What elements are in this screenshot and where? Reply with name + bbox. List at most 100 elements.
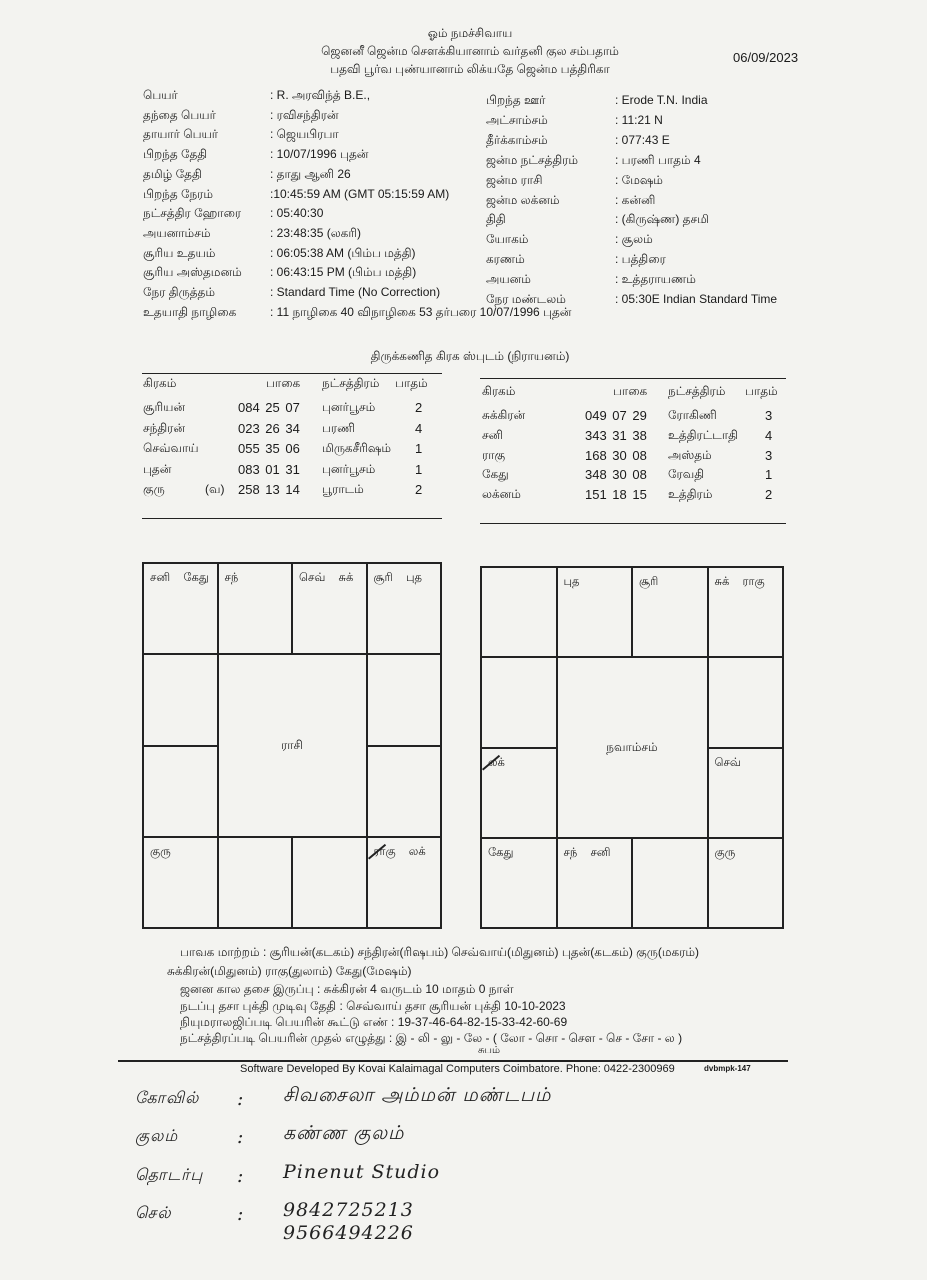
detail-label: அயனாம்சம் bbox=[143, 225, 211, 240]
detail-value: : பத்திரை bbox=[615, 252, 666, 267]
header-invocation: ஓம் நமச்சிவாய bbox=[427, 26, 513, 40]
planet-star: புனர்பூசம் bbox=[322, 400, 376, 414]
planet-name: சந்திரன் bbox=[143, 420, 186, 435]
detail-label: ஜன்ம ராசி bbox=[486, 172, 543, 187]
handwritten-label: செல் bbox=[135, 1203, 172, 1222]
planet-star: உத்திரட்டாதி bbox=[668, 427, 738, 442]
planet-name: குரு bbox=[143, 482, 165, 496]
planet-name: புதன் bbox=[143, 461, 172, 476]
divider bbox=[480, 523, 786, 524]
detail-label: அயனம் bbox=[486, 272, 531, 287]
chart-house: லக் bbox=[481, 747, 557, 838]
planet-star: ரேவதி bbox=[668, 467, 705, 482]
detail-value: : 11 நாழிகை 40 விநாழிகை 53 தர்பரை 10/07/… bbox=[270, 304, 572, 319]
planet-star: உத்திரம் bbox=[668, 487, 713, 502]
table-header: பாதம் bbox=[395, 376, 428, 390]
planet-pada: 2 bbox=[415, 400, 423, 415]
print-date: 06/09/2023 bbox=[733, 50, 799, 65]
detail-value: : R. அரவிந்த் B.E., bbox=[270, 88, 371, 102]
detail-value: : பரணி பாதம் 4 bbox=[615, 152, 701, 167]
detail-value: : Erode T.N. India bbox=[615, 93, 708, 107]
chart-house bbox=[366, 745, 441, 837]
planet-degree: 023 26 34 bbox=[238, 420, 300, 436]
chart-house bbox=[632, 837, 708, 928]
chart-house: சந் சனி bbox=[556, 837, 632, 928]
planet-name: சுக்கிரன் bbox=[482, 408, 526, 422]
colon: : bbox=[237, 1203, 245, 1225]
detail-value: : 23:48:35 (லகரி) bbox=[270, 225, 361, 240]
chart-house: சனி கேது bbox=[143, 563, 218, 655]
software-credit: Software Developed By Kovai Kalaimagal C… bbox=[240, 1063, 675, 1075]
detail-value: : 077:43 E bbox=[615, 132, 670, 147]
navamsa-chart-title: நவாம்சம் bbox=[556, 657, 708, 838]
chart-house: சுக் ராகு bbox=[707, 567, 783, 658]
rasi-chart-title: ராசி bbox=[217, 654, 367, 837]
planet-degree: 055 35 06 bbox=[238, 441, 300, 456]
colon: : bbox=[237, 1165, 245, 1187]
chart-house bbox=[143, 654, 218, 746]
detail-label: நட்சத்திர ஹோரை bbox=[143, 206, 242, 221]
planet-pada: 1 bbox=[415, 441, 423, 456]
retrograde-mark: (வ) bbox=[205, 482, 225, 496]
chart-house: செவ் சுக் bbox=[292, 563, 367, 655]
bhava-change: பாவக மாற்றம் : சூரியன்(கடகம்) சந்திரன்(ர… bbox=[180, 945, 700, 959]
detail-label: ஜன்ம நட்சத்திரம் bbox=[486, 152, 579, 167]
detail-label: தமிழ் தேதி bbox=[143, 166, 202, 181]
header-verse-2: பதவி பூர்வ புண்யானாம் லிக்யதே ஜென்ம பத்த… bbox=[330, 62, 610, 76]
detail-value: : மேஷம் bbox=[615, 172, 663, 187]
planet-name: சனி bbox=[482, 427, 503, 442]
numerology: நியுமராலஜிப்படி பெயரின் கூட்டு எண் : 19-… bbox=[180, 1015, 568, 1029]
chart-house bbox=[481, 567, 557, 658]
detail-value: : 11:21 N bbox=[615, 112, 663, 127]
planet-pada: 3 bbox=[765, 447, 773, 463]
planet-pada: 2 bbox=[415, 482, 423, 497]
handwritten-value: 9566494226 bbox=[283, 1222, 414, 1244]
detail-value: : உத்தராயணம் bbox=[615, 272, 696, 287]
chart-house: சூரி புத bbox=[366, 563, 441, 655]
detail-value: : 06:05:38 AM (பிம்ப மத்தி) bbox=[270, 245, 416, 260]
planet-pada: 1 bbox=[765, 467, 773, 483]
planet-pada: 3 bbox=[765, 408, 773, 423]
detail-value: : Standard Time (No Correction) bbox=[270, 285, 441, 299]
detail-label: அட்சாம்சம் bbox=[486, 112, 548, 127]
planet-degree: 151 18 15 bbox=[585, 487, 647, 503]
planet-pada: 4 bbox=[765, 427, 773, 443]
detail-label: சூரிய உதயம் bbox=[143, 245, 216, 260]
handwritten-value: 9842725213 bbox=[283, 1199, 414, 1221]
detail-label: கரணம் bbox=[486, 252, 525, 267]
detail-label: திதி bbox=[486, 212, 506, 227]
document-code: dvbmpk-147 bbox=[704, 1064, 751, 1073]
dasa-balance: ஜனன கால தசை இருப்பு : சுக்கிரன் 4 வருடம்… bbox=[180, 982, 514, 996]
chart-house: புத bbox=[556, 567, 632, 658]
detail-label: ஜன்ம லக்னம் bbox=[486, 192, 560, 207]
colon: : bbox=[237, 1088, 245, 1110]
colon: : bbox=[237, 1126, 245, 1148]
detail-value: : 06:43:15 PM (பிம்ப மத்தி) bbox=[270, 265, 417, 280]
table-header: பாதம் bbox=[745, 384, 778, 398]
detail-value: : ஜெயபிரபா bbox=[270, 127, 339, 142]
handwritten-value: சிவசைலா அம்மன் மண்டபம் bbox=[283, 1084, 552, 1106]
chart-house bbox=[481, 657, 557, 748]
detail-value: :10:45:59 AM (GMT 05:15:59 AM) bbox=[270, 186, 450, 201]
planet-name: ராகு bbox=[482, 447, 506, 462]
planet-star: புனர்பூசம் bbox=[322, 461, 376, 476]
handwritten-value: கண்ண குலம் bbox=[283, 1122, 405, 1144]
current-dasa: நடப்பு தசா புக்தி முடிவு தேதி : செவ்வாய்… bbox=[180, 999, 566, 1013]
detail-value: : (கிருஷ்ண) தசமி bbox=[615, 212, 709, 227]
planet-name: செவ்வாய் bbox=[143, 441, 199, 455]
table-header: பாகை bbox=[613, 384, 648, 398]
divider bbox=[142, 518, 442, 519]
chart-house: சூரி bbox=[632, 567, 708, 658]
planet-star: பூராடம் bbox=[322, 482, 364, 496]
planet-name: சூரியன் bbox=[143, 400, 186, 414]
chart-house: சந் bbox=[217, 563, 292, 655]
handwritten-label: தொடர்பு bbox=[135, 1165, 204, 1184]
subam: சுபம் bbox=[478, 1045, 501, 1056]
detail-label: உதயாதி நாழிகை bbox=[143, 304, 237, 319]
chart-house bbox=[707, 657, 783, 748]
lagna-marker-icon bbox=[367, 843, 386, 859]
detail-value: : சூலம் bbox=[615, 232, 653, 247]
handwritten-label: குலம் bbox=[135, 1126, 179, 1145]
chart-house bbox=[143, 745, 218, 837]
planet-name: லக்னம் bbox=[482, 487, 521, 502]
